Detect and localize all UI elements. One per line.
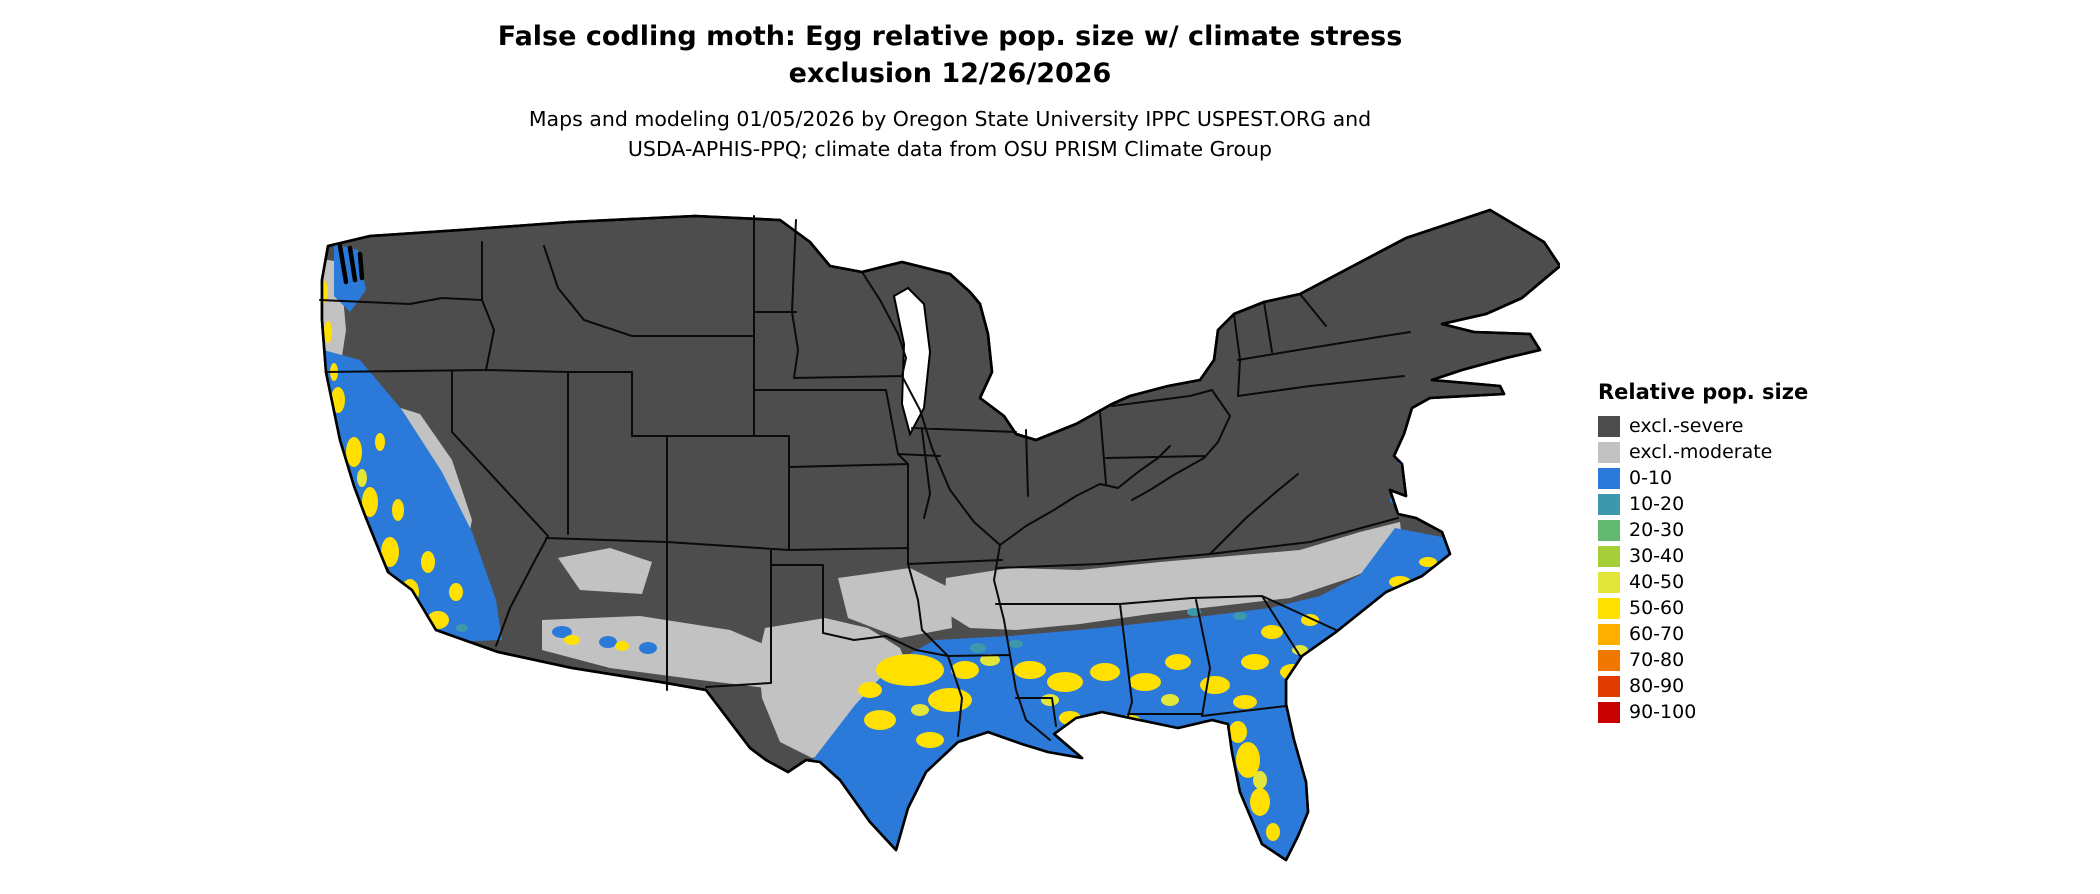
legend-item: excl.-severe	[1598, 413, 1808, 439]
header: False codling moth: Egg relative pop. si…	[100, 18, 1800, 164]
legend-item: 20-30	[1598, 517, 1808, 543]
lake-michigan	[892, 286, 932, 437]
legend-item: 30-40	[1598, 543, 1808, 569]
legend-item-label: 50-60	[1629, 597, 1685, 619]
legend-color-swatch	[1598, 571, 1620, 593]
state-boundaries	[319, 215, 1411, 741]
legend-color-swatch	[1598, 493, 1620, 515]
legend-item: 10-20	[1598, 491, 1808, 517]
legend-item: 50-60	[1598, 595, 1808, 621]
legend-item: 0-10	[1598, 465, 1808, 491]
legend-item-label: 40-50	[1629, 571, 1685, 593]
legend-color-swatch	[1598, 441, 1620, 463]
title-line-2: exclusion 12/26/2026	[788, 58, 1112, 89]
us-map-svg	[319, 208, 1562, 862]
page-title: False codling moth: Egg relative pop. si…	[100, 18, 1800, 92]
legend-item-label: 30-40	[1629, 545, 1685, 567]
legend-color-swatch	[1598, 545, 1620, 567]
us-outline	[320, 208, 1562, 862]
legend-item-label: excl.-moderate	[1629, 441, 1773, 463]
legend-color-swatch	[1598, 415, 1620, 437]
page-subtitle: Maps and modeling 01/05/2026 by Oregon S…	[100, 104, 1800, 164]
legend-item: 60-70	[1598, 621, 1808, 647]
legend-title: Relative pop. size	[1598, 380, 1809, 404]
legend-item: excl.-moderate	[1598, 439, 1808, 465]
legend: Relative pop. size excl.-severe excl.-mo…	[1598, 380, 1808, 725]
legend-item-label: 80-90	[1629, 675, 1685, 697]
legend-item-label: 90-100	[1629, 701, 1697, 723]
legend-color-swatch	[1598, 623, 1620, 645]
legend-item: 70-80	[1598, 647, 1808, 673]
legend-item-label: 10-20	[1629, 493, 1685, 515]
legend-color-swatch	[1598, 701, 1620, 723]
legend-rows: excl.-severe excl.-moderate 0-10 10-20 2…	[1598, 413, 1808, 725]
legend-item: 80-90	[1598, 673, 1808, 699]
legend-item-label: 60-70	[1629, 623, 1685, 645]
puget-sound-channels	[337, 243, 365, 285]
legend-color-swatch	[1598, 597, 1620, 619]
legend-item: 90-100	[1598, 699, 1808, 725]
subtitle-line-2: USDA-APHIS-PPQ; climate data from OSU PR…	[627, 137, 1273, 161]
title-line-1: False codling moth: Egg relative pop. si…	[497, 21, 1403, 52]
subtitle-line-1: Maps and modeling 01/05/2026 by Oregon S…	[528, 107, 1372, 131]
legend-item-label: 70-80	[1629, 649, 1685, 671]
legend-item-label: 20-30	[1629, 519, 1685, 541]
us-choropleth-map	[310, 200, 1562, 890]
legend-color-swatch	[1598, 649, 1620, 671]
legend-color-swatch	[1598, 675, 1620, 697]
legend-color-swatch	[1598, 519, 1620, 541]
legend-item: 40-50	[1598, 569, 1808, 595]
legend-item-label: 0-10	[1629, 467, 1673, 489]
legend-color-swatch	[1598, 467, 1620, 489]
legend-item-label: excl.-severe	[1629, 415, 1744, 437]
